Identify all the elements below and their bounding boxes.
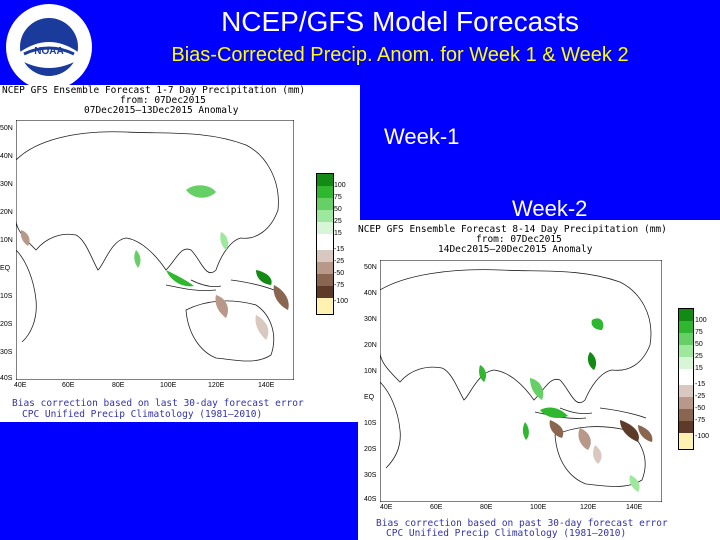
- map1-legend-m100: -100: [334, 298, 349, 305]
- map1-note-line2: CPC Unified Precip Climatology (1981—201…: [22, 409, 263, 420]
- map2-lat-10n: 10N: [364, 368, 377, 375]
- map1-legend-bar: [316, 173, 334, 315]
- map2-lon-60e: 60E: [430, 504, 443, 511]
- map1-title-line2: from: 07Dec2015: [120, 95, 206, 106]
- map1-legend-m75: -75: [334, 282, 345, 289]
- map2-lat-20n: 20N: [364, 342, 377, 349]
- map1-lon-100e: 100E: [160, 382, 177, 389]
- week1-label: Week-1: [384, 124, 460, 149]
- map1-lat-eq: EQ: [0, 265, 11, 272]
- map2-lat-30n: 30N: [364, 316, 377, 323]
- map2-lat-eq: EQ: [364, 394, 375, 401]
- map1-lon-60e: 60E: [62, 382, 75, 389]
- map1-lat-30s: 30S: [0, 349, 13, 356]
- map2-legend-100: 100: [695, 317, 707, 324]
- map2-legend-bar: [678, 308, 694, 450]
- map2-lat-30s: 30S: [364, 472, 377, 479]
- map2-legend-25: 25: [695, 353, 703, 360]
- map1-lat-40s: 40S: [0, 375, 13, 382]
- map1-legend-m50: -50: [334, 270, 345, 277]
- map2-note-line2: CPC Unified Precip Climatology (1981—201…: [386, 528, 627, 539]
- map1-lat-10s: 10S: [0, 293, 13, 300]
- noaa-logo: NOAA: [6, 4, 92, 90]
- map1-legend-m25: -25: [334, 258, 345, 265]
- map2-lat-40s: 40S: [364, 496, 377, 503]
- week2-label: Week-2: [512, 196, 588, 221]
- map2-plot: [380, 260, 662, 502]
- map1-legend-100: 100: [334, 182, 346, 189]
- map1-lon-40e: 40E: [14, 382, 27, 389]
- map2-lon-80e: 80E: [480, 504, 493, 511]
- map2-lon-140e: 140E: [626, 504, 643, 511]
- map2-legend-m100: -100: [695, 433, 710, 440]
- map1-legend-m15: -15: [334, 246, 345, 253]
- map1-lon-140e: 140E: [258, 382, 275, 389]
- map1-legend-25: 25: [334, 218, 342, 225]
- map2-legend-m25: -25: [695, 393, 706, 400]
- map2-legend-m75: -75: [695, 417, 706, 424]
- map2-lat-50n: 50N: [364, 264, 377, 271]
- week2-map-panel: NCEP GFS Ensemble Forecast 8-14 Day Prec…: [358, 220, 720, 540]
- map2-lat-40n: 40N: [364, 290, 377, 297]
- map2-lon-120e: 120E: [580, 504, 597, 511]
- map1-note-line1: Bias correction based on last 30-day for…: [12, 398, 304, 409]
- map1-lat-20s: 20S: [0, 321, 13, 328]
- map2-title-line3: 14Dec2015—20Dec2015 Anomaly: [438, 244, 593, 255]
- map2-legend-50: 50: [695, 341, 703, 348]
- map1-plot: [16, 120, 294, 380]
- map2-lat-20s: 20S: [364, 446, 377, 453]
- page-title: NCEP/GFS Model Forecasts: [221, 6, 579, 37]
- map1-legend-50: 50: [334, 206, 342, 213]
- map2-note-line1: Bias correction based on past 30-day for…: [376, 518, 668, 529]
- logo-text: NOAA: [34, 46, 63, 57]
- map1-lat-50n: 50N: [0, 125, 13, 132]
- page-subtitle: Bias-Corrected Precip. Anom. for Week 1 …: [171, 44, 629, 66]
- map1-lat-30n: 30N: [0, 181, 13, 188]
- map2-legend-m15: -15: [695, 381, 706, 388]
- map1-legend-15: 15: [334, 230, 342, 237]
- map2-lon-100e: 100E: [530, 504, 547, 511]
- map1-title-line1: NCEP GFS Ensemble Forecast 1-7 Day Preci…: [2, 85, 306, 96]
- map1-lon-80e: 80E: [112, 382, 125, 389]
- map2-legend-m50: -50: [695, 405, 706, 412]
- map1-lat-10n: 10N: [0, 237, 13, 244]
- map2-legend-75: 75: [695, 329, 703, 336]
- map2-legend-15: 15: [695, 365, 703, 372]
- map2-lat-10s: 10S: [364, 420, 377, 427]
- map2-title-line1: NCEP GFS Ensemble Forecast 8-14 Day Prec…: [358, 224, 667, 235]
- map1-lat-40n: 40N: [0, 153, 13, 160]
- map1-lon-120e: 120E: [208, 382, 225, 389]
- week1-map-panel: NCEP GFS Ensemble Forecast 1-7 Day Preci…: [0, 85, 360, 422]
- map1-title-line3: 07Dec2015—13Dec2015 Anomaly: [84, 105, 239, 116]
- map1-legend-75: 75: [334, 194, 342, 201]
- map2-title-line2: from: 07Dec2015: [476, 234, 562, 245]
- map1-lat-20n: 20N: [0, 209, 13, 216]
- map2-lon-40e: 40E: [380, 504, 393, 511]
